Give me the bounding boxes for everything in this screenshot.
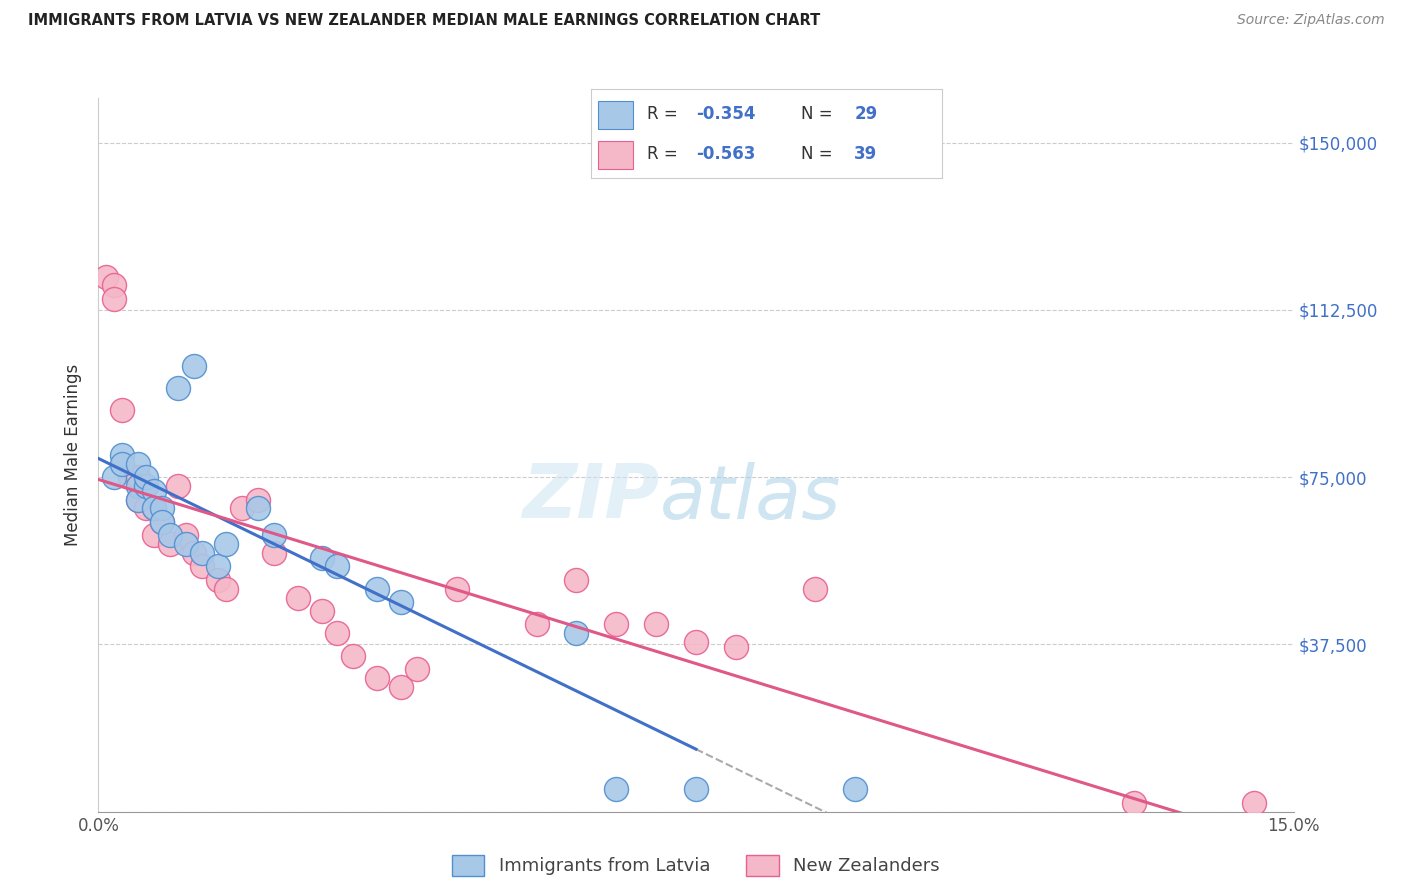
Point [207,559,229,574]
Point [159,537,181,551]
Point [724,640,747,654]
Point [183,359,205,373]
Point [311,550,333,565]
Point [645,617,668,632]
Point [1123,796,1146,810]
Point [103,292,125,306]
Point [446,582,468,596]
Point [366,671,388,685]
Point [366,582,388,596]
Y-axis label: Median Male Earnings: Median Male Earnings [65,364,83,546]
Text: N =: N = [801,145,838,163]
Legend: Immigrants from Latvia, New Zealanders: Immigrants from Latvia, New Zealanders [443,846,949,885]
Point [389,595,412,609]
Point [207,573,229,587]
Point [605,617,627,632]
Point [150,501,173,516]
Point [215,582,238,596]
FancyBboxPatch shape [598,101,633,129]
Point [103,470,125,484]
Point [167,381,190,395]
Point [135,501,157,516]
Point [111,457,134,471]
Point [565,573,588,587]
Point [143,528,166,542]
Point [246,492,269,507]
Point [246,501,269,516]
Point [135,470,157,484]
Point [342,648,364,663]
Text: Source: ZipAtlas.com: Source: ZipAtlas.com [1237,13,1385,28]
Point [287,591,309,605]
Text: R =: R = [647,145,683,163]
Text: IMMIGRANTS FROM LATVIA VS NEW ZEALANDER MEDIAN MALE EARNINGS CORRELATION CHART: IMMIGRANTS FROM LATVIA VS NEW ZEALANDER … [28,13,820,29]
Point [174,537,197,551]
Point [127,492,149,507]
Point [174,528,197,542]
Text: R =: R = [647,105,683,123]
Point [127,457,149,471]
Point [263,546,285,560]
Point [127,492,149,507]
Point [127,479,149,493]
Point [844,782,866,797]
Point [103,278,125,293]
Point [389,680,412,694]
Point [111,403,134,417]
Text: N =: N = [801,105,838,123]
Point [685,782,707,797]
Point [135,479,157,493]
Point [191,546,214,560]
Text: -0.354: -0.354 [696,105,755,123]
Point [183,546,205,560]
Point [406,662,429,676]
Point [111,448,134,462]
Text: atlas: atlas [661,462,842,533]
Point [159,528,181,542]
Text: 29: 29 [853,105,877,123]
Point [526,617,548,632]
Point [605,782,627,797]
Point [804,582,827,596]
Point [311,604,333,618]
Point [135,479,157,493]
Point [143,501,166,516]
Text: -0.563: -0.563 [696,145,755,163]
Point [326,626,349,640]
Point [150,515,173,529]
Point [167,479,190,493]
Text: ZIP: ZIP [523,461,661,534]
Point [685,635,707,649]
Point [96,269,118,284]
Point [565,626,588,640]
Point [120,470,142,484]
Point [231,501,253,516]
Point [215,537,238,551]
Point [191,559,214,574]
Point [150,515,173,529]
Point [143,483,166,498]
Point [1243,796,1265,810]
Point [127,470,149,484]
Point [263,528,285,542]
Text: 39: 39 [853,145,877,163]
FancyBboxPatch shape [598,141,633,169]
Point [143,501,166,516]
Point [326,559,349,574]
